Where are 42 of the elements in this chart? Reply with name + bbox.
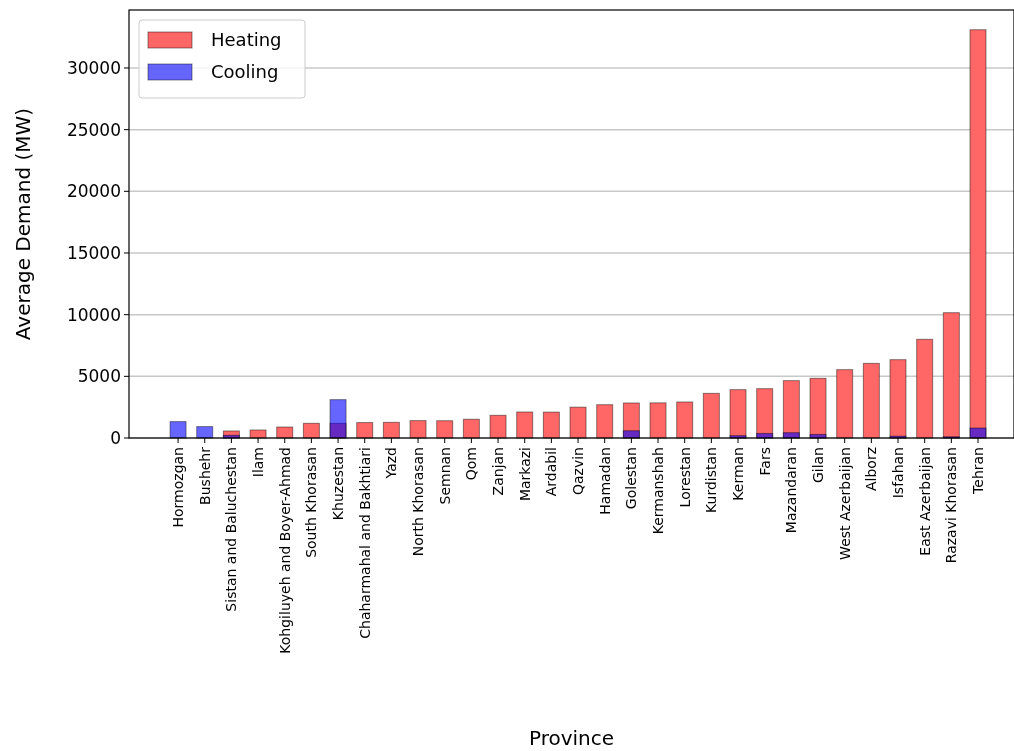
x-tick-label: Hamadan [596,447,613,515]
x-tick-label: Semnan [436,447,453,505]
x-tick-label: Lorestan [676,447,693,508]
x-tick-label: Razavi Khorasan [943,447,960,564]
x-tick-label: Ilam [249,447,266,478]
legend-label: Heating [211,29,282,51]
x-tick-label: Qazvin [569,447,586,495]
x-tick-label: Kerman [729,447,746,501]
x-tick-label: South Khorasan [303,447,320,558]
x-tick-label: Zanjan [489,447,506,496]
x-axis-title: Province [528,726,615,750]
x-tick-label: Markazi [516,447,533,502]
x-tick-label: Yazd [383,447,400,480]
x-tick-label: Sistan and Baluchestan [223,447,240,612]
y-tick-label: 5000 [77,366,121,387]
x-tick-label: West Azerbaijan [836,447,853,560]
x-tick-label: Kurdistan [703,447,720,513]
x-tick-label: Alborz [863,447,880,492]
x-tick-label: Chaharmahal and Bakhtiari [356,447,373,639]
y-tick-label: 15000 [66,242,121,263]
y-axis-title: Average Demand (MW) [11,107,35,341]
legend-label: Cooling [211,61,279,83]
y-tick-label: 20000 [66,181,121,202]
y-tick-label: 25000 [66,119,121,140]
y-tick-label: 0 [110,427,121,448]
x-tick-label: Isfahan [889,447,906,499]
x-tick-label: Fars [756,447,773,476]
x-tick-label: Kermanshah [649,447,666,535]
x-tick-label: Bushehr [196,446,213,505]
x-tick-label: North Khorasan [409,447,426,557]
y-tick-label: 10000 [66,304,121,325]
y-tick-label: 30000 [66,57,121,78]
x-tick-label: Ardabil [543,447,560,497]
x-tick-label: Qom [463,447,480,481]
x-tick-label: East Azerbaijan [916,447,933,556]
x-tick-label: Tehran [969,447,986,495]
x-tick-label: Hormozgan [169,447,186,528]
x-tick-label: Khuzestan [329,447,346,521]
x-tick-label: Mazandaran [783,447,800,534]
x-tick-label: Golestan [623,447,640,510]
x-tick-label: Gilan [809,447,826,484]
x-tick-label: Kohgiluyeh and Boyer-Ahmad [276,447,293,654]
